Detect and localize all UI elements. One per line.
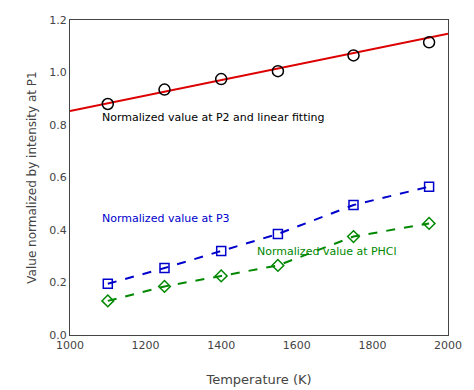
svg-text:1200: 1200	[132, 339, 160, 352]
svg-text:Normalized value at P3: Normalized value at P3	[102, 212, 230, 225]
svg-text:Temperature (K): Temperature (K)	[205, 372, 311, 387]
svg-text:Value normalized by intensity: Value normalized by intensity at P1	[25, 71, 39, 283]
svg-text:0.4: 0.4	[49, 224, 67, 237]
svg-text:Normalized value at P2 and lin: Normalized value at P2 and linear fittin…	[102, 111, 324, 124]
svg-text:1.2: 1.2	[49, 14, 67, 27]
svg-text:Normalized value at PHCl: Normalized value at PHCl	[257, 245, 397, 258]
svg-text:0.6: 0.6	[49, 171, 67, 184]
svg-text:0.8: 0.8	[49, 119, 67, 132]
svg-text:2000: 2000	[434, 339, 462, 352]
svg-text:0.2: 0.2	[49, 276, 67, 289]
svg-text:0.0: 0.0	[49, 329, 67, 342]
svg-text:1600: 1600	[283, 339, 311, 352]
svg-text:1.0: 1.0	[49, 66, 67, 79]
svg-text:1000: 1000	[56, 339, 84, 352]
svg-text:1400: 1400	[207, 339, 235, 352]
svg-text:1800: 1800	[358, 339, 386, 352]
